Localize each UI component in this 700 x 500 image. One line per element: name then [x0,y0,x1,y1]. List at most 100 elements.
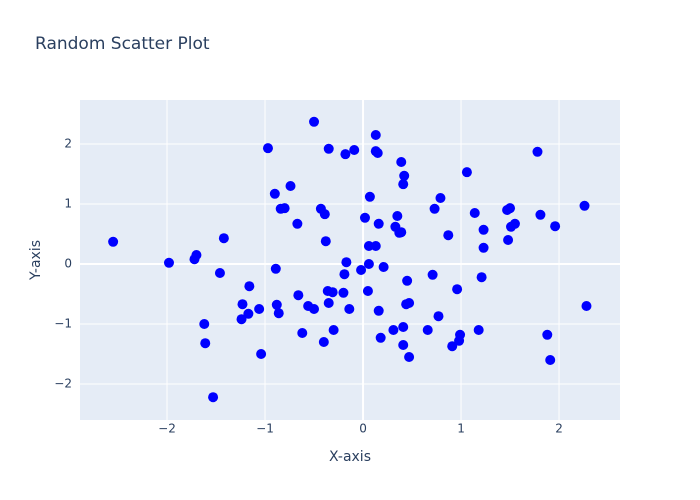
point [378,261,389,272]
point [341,257,352,268]
chart-title: Random Scatter Plot [35,34,210,54]
point [319,209,330,220]
point [433,311,444,322]
point [256,348,267,359]
point [398,321,409,332]
point [262,143,273,154]
point [323,297,334,308]
point [461,167,472,178]
point [338,287,349,298]
point [469,207,480,218]
x-tick-label: −1 [256,422,274,436]
y-tick-label: −2 [54,376,72,390]
point [435,192,446,203]
point [447,341,458,352]
point [443,230,454,241]
point [370,129,381,140]
point [320,236,331,247]
x-tick-label: 0 [359,422,367,436]
point [271,299,282,310]
point [370,240,381,251]
point [309,303,320,314]
point [356,264,367,275]
point [398,179,409,190]
point [339,269,350,280]
point [579,200,590,211]
point [373,218,384,229]
x-axis-title: X-axis [329,449,371,465]
point [309,116,320,127]
point [478,224,489,235]
point [454,335,465,346]
point [363,258,374,269]
point [373,305,384,316]
point [509,218,520,229]
point [503,234,514,245]
point [214,267,225,278]
y-tick-label: 2 [64,136,72,150]
point [269,188,280,199]
point [328,324,339,335]
point [476,272,487,283]
point [396,156,407,167]
point [398,339,409,350]
point [191,249,202,260]
point [364,191,375,202]
point [323,143,334,154]
point [399,170,410,181]
point [243,308,254,319]
point [236,314,247,325]
x-tick-label: −2 [158,422,176,436]
point [402,275,413,286]
point [452,284,463,295]
point [237,299,248,310]
point [270,263,281,274]
point [362,285,373,296]
point [427,269,438,280]
point [273,308,284,319]
point [293,290,304,301]
point [297,327,308,338]
point [535,209,546,220]
point [550,221,561,232]
point [285,180,296,191]
y-axis-title: Y-axis [28,240,44,281]
point [340,149,351,160]
point [505,203,516,214]
point [388,324,399,335]
point [542,329,553,340]
point [375,332,386,343]
point [422,324,433,335]
point [199,318,210,329]
point [208,392,219,403]
point [478,242,489,253]
point [581,300,592,311]
point [108,236,119,247]
point [532,146,543,157]
point [279,203,290,214]
point [396,227,407,238]
x-tick-label: 1 [457,422,465,436]
point [404,351,415,362]
point [218,233,229,244]
point [344,303,355,314]
point [404,297,415,308]
point [359,212,370,223]
point [244,281,255,292]
y-tick-label: 0 [64,256,72,270]
point [473,324,484,335]
point [372,147,383,158]
point [163,257,174,268]
point [545,354,556,365]
point [363,240,374,251]
point [349,144,360,155]
point [200,338,211,349]
point [318,336,329,347]
point [327,287,338,298]
y-tick-label: 1 [64,196,72,210]
x-tick-label: 2 [555,422,563,436]
point [392,210,403,221]
point [429,203,440,214]
